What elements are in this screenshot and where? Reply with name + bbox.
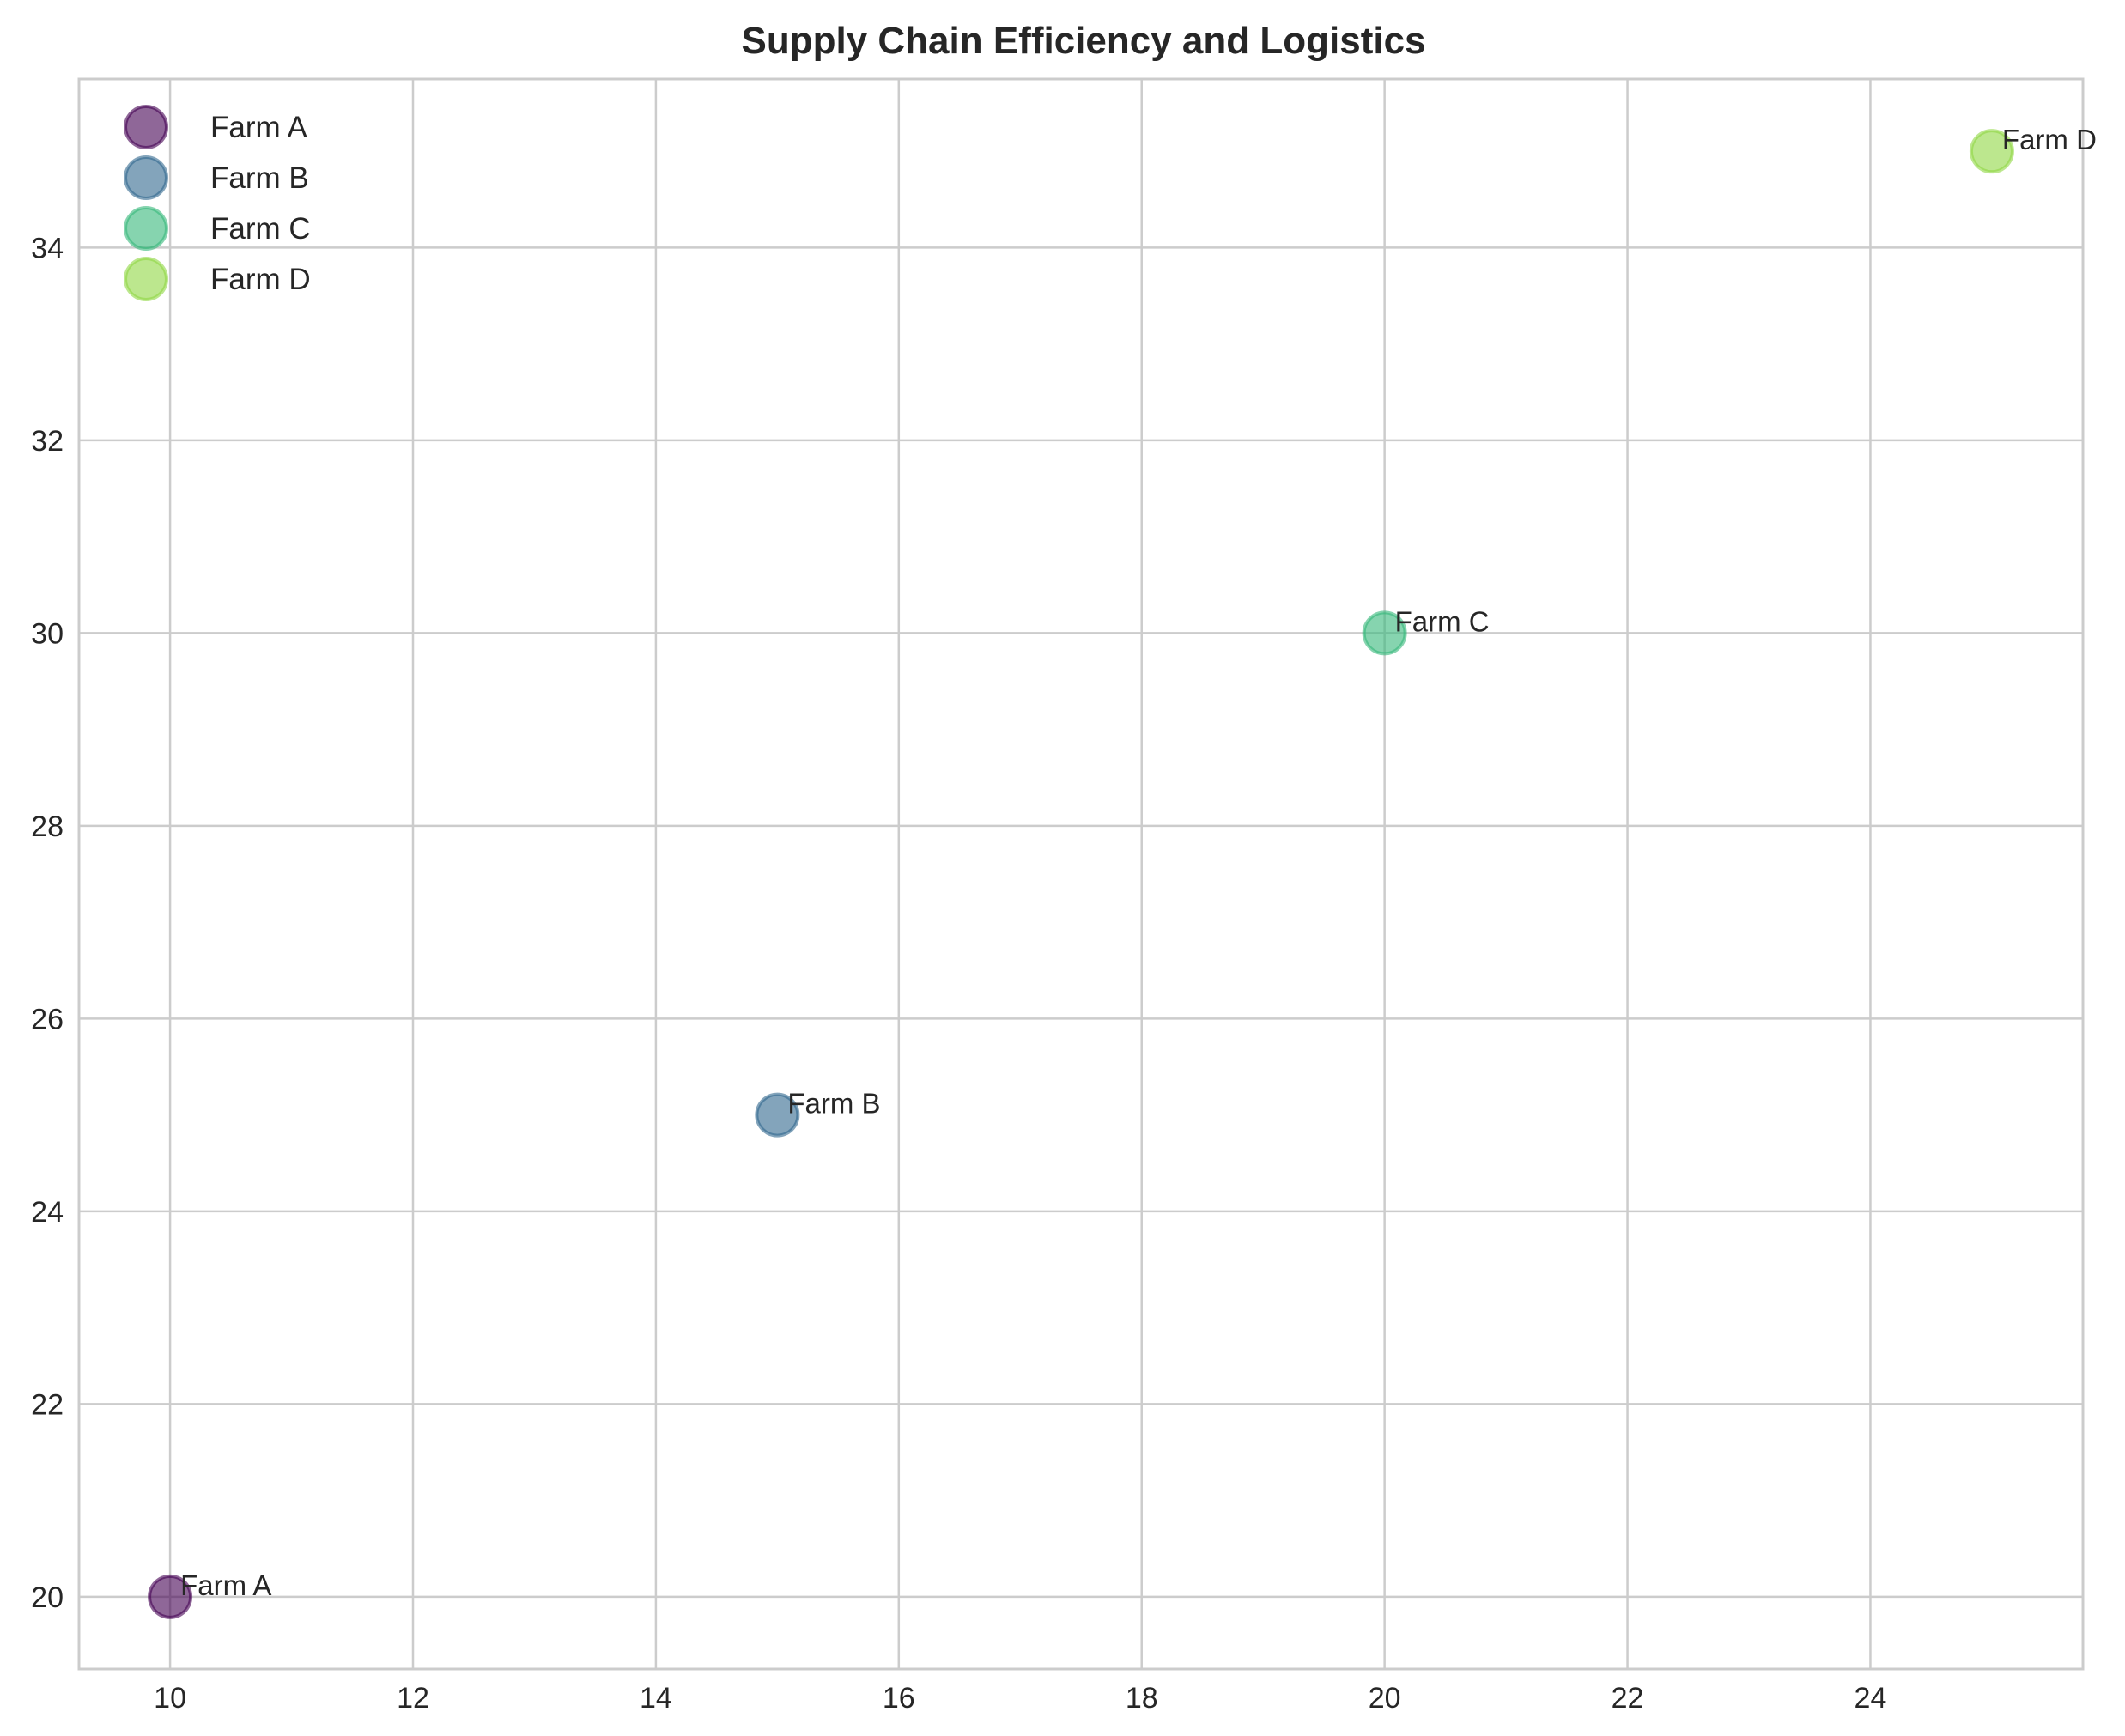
x-tick-label: 18 [1126,1682,1158,1715]
data-point-farm-b [755,1092,800,1138]
point-label: Farm C [1395,605,1490,637]
point-annotations: Farm A Farm B Farm C Farm D [180,124,2097,1601]
plot-frame [77,77,2085,1671]
legend-marker [124,105,168,149]
x-tick-label: 24 [1855,1682,1887,1715]
legend-marker [124,206,168,251]
data-point-farm-a [148,1574,193,1619]
y-axis: 20 22 24 26 28 30 32 34 [31,232,64,1613]
point-label: Farm A [180,1569,271,1601]
y-tick-label: 22 [31,1388,64,1421]
y-tick-label: 30 [31,617,64,650]
y-tick-label: 32 [31,425,64,458]
legend: Farm A Farm B Farm C Farm D [124,105,311,301]
y-tick-label: 34 [31,232,64,264]
y-tick-label: 26 [31,1003,64,1035]
x-axis: 10 12 14 16 18 20 22 24 [154,1682,1886,1715]
x-tick-label: 22 [1612,1682,1644,1715]
x-tick-label: 14 [640,1682,672,1715]
legend-marker [124,257,168,301]
y-tick-label: 20 [31,1581,64,1614]
legend-label: Farm D [210,263,311,296]
x-tick-label: 16 [883,1682,915,1715]
grid [79,79,2083,1669]
point-label: Farm B [787,1088,880,1120]
data-point-farm-c [1362,610,1407,656]
legend-label: Farm A [210,111,307,144]
x-tick-label: 12 [397,1682,429,1715]
legend-label: Farm C [210,212,311,246]
point-label: Farm D [2002,124,2097,155]
chart-title: Supply Chain Efficiency and Logistics [741,20,1425,62]
y-tick-label: 24 [31,1196,64,1229]
legend-label: Farm B [210,161,309,195]
data-point-farm-d [1969,129,2014,174]
data-points [148,129,2014,1619]
x-tick-label: 10 [154,1682,186,1715]
legend-marker [124,155,168,200]
x-tick-label: 20 [1369,1682,1401,1715]
y-tick-label: 28 [31,810,64,843]
